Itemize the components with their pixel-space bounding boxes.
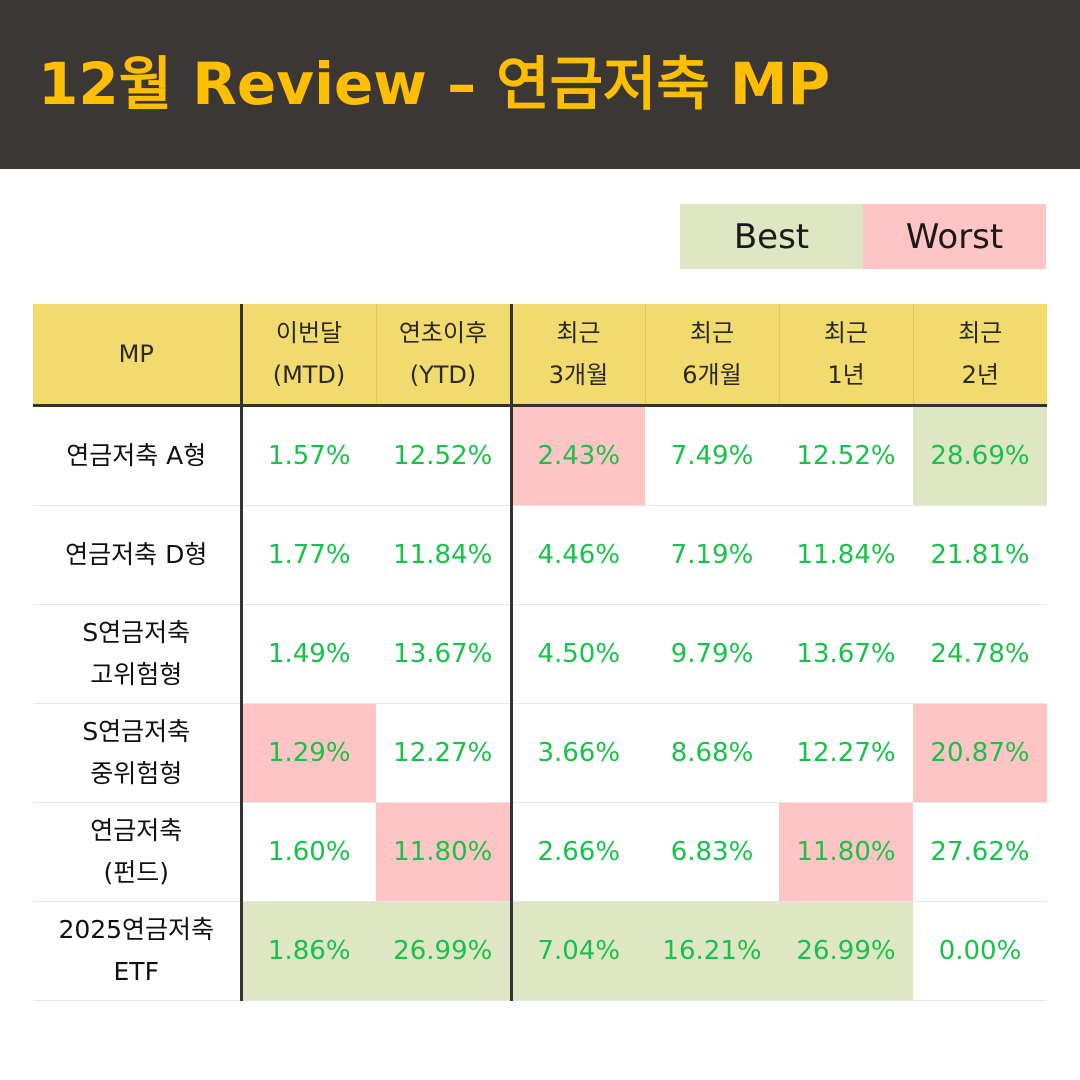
legend: Best Worst — [680, 204, 1046, 269]
column-header: 연초이후 (YTD) — [376, 304, 513, 406]
mp-name-cell: 연금저축 A형 — [33, 405, 243, 506]
table-row: 연금저축 A형 1.57% 12.52% 2.43% 7.49% 12.52% … — [33, 405, 1047, 506]
column-header: 최근 6개월 — [645, 304, 780, 406]
mp-name-cell: 2025연금저축 ETF — [33, 901, 243, 1001]
value-cell: 1.49% — [241, 604, 376, 704]
value-cell: 12.52% — [376, 405, 513, 506]
value-cell: 11.84% — [376, 505, 513, 605]
column-header: 최근 2년 — [913, 304, 1047, 406]
value-cell: 1.77% — [241, 505, 376, 605]
mp-name-cell: 연금저축 (펀드) — [33, 802, 243, 902]
mp-name-cell: 연금저축 D형 — [33, 505, 243, 605]
legend-worst: Worst — [863, 204, 1046, 269]
value-cell: 16.21% — [645, 901, 779, 1001]
value-cell: 21.81% — [913, 505, 1047, 605]
mp-name-cell: S연금저축 중위험형 — [33, 703, 243, 803]
value-cell: 13.67% — [376, 604, 513, 704]
value-cell: 9.79% — [645, 604, 779, 704]
value-cell: 12.52% — [779, 405, 913, 506]
value-cell: 12.27% — [779, 703, 913, 803]
value-cell: 4.46% — [511, 505, 645, 605]
value-cell: 24.78% — [913, 604, 1047, 704]
value-cell: 11.84% — [779, 505, 913, 605]
table-row: 2025연금저축 ETF 1.86% 26.99% 7.04% 16.21% 26… — [33, 901, 1047, 1001]
value-cell: 12.27% — [376, 703, 513, 803]
value-cell: 6.83% — [645, 802, 779, 902]
column-header: MP — [33, 304, 243, 406]
table-row: 연금저축 (펀드) 1.60% 11.80% 2.66% 6.83% 11.80%… — [33, 802, 1047, 902]
column-header: 최근 3개월 — [511, 304, 646, 406]
value-cell: 1.60% — [241, 802, 376, 902]
column-header: 이번달 (MTD) — [241, 304, 377, 406]
value-cell: 26.99% — [376, 901, 513, 1001]
value-cell: 7.49% — [645, 405, 779, 506]
value-cell: 26.99% — [779, 901, 913, 1001]
table-header-row: MP 이번달 (MTD) 연초이후 (YTD) 최근 3개월 최근 6개월 최근 1년 최… — [33, 304, 1047, 406]
table-row: 연금저축 D형 1.77% 11.84% 4.46% 7.19% 11.84% … — [33, 505, 1047, 605]
table-row: S연금저축 중위험형 1.29% 12.27% 3.66% 8.68% 12.27… — [33, 703, 1047, 803]
value-cell: 2.43% — [511, 405, 645, 506]
value-cell: 28.69% — [913, 405, 1047, 506]
value-cell: 7.19% — [645, 505, 779, 605]
value-cell: 11.80% — [779, 802, 913, 902]
value-cell: 20.87% — [913, 703, 1047, 803]
value-cell: 0.00% — [913, 901, 1047, 1001]
value-cell: 8.68% — [645, 703, 779, 803]
table-row: S연금저축 고위험형 1.49% 13.67% 4.50% 9.79% 13.67… — [33, 604, 1047, 704]
value-cell: 1.86% — [241, 901, 376, 1001]
page-title: 12월 Review – 연금저축 MP — [38, 50, 831, 118]
value-cell: 3.66% — [511, 703, 645, 803]
column-header: 최근 1년 — [779, 304, 914, 406]
value-cell: 11.80% — [376, 802, 513, 902]
mp-name-cell: S연금저축 고위험형 — [33, 604, 243, 704]
value-cell: 1.29% — [241, 703, 376, 803]
header-banner: 12월 Review – 연금저축 MP — [0, 0, 1080, 169]
value-cell: 2.66% — [511, 802, 645, 902]
value-cell: 13.67% — [779, 604, 913, 704]
value-cell: 1.57% — [241, 405, 376, 506]
legend-best: Best — [680, 204, 863, 269]
value-cell: 27.62% — [913, 802, 1047, 902]
value-cell: 7.04% — [511, 901, 645, 1001]
value-cell: 4.50% — [511, 604, 645, 704]
returns-table: MP 이번달 (MTD) 연초이후 (YTD) 최근 3개월 최근 6개월 최근 1년 최… — [33, 304, 1047, 1001]
